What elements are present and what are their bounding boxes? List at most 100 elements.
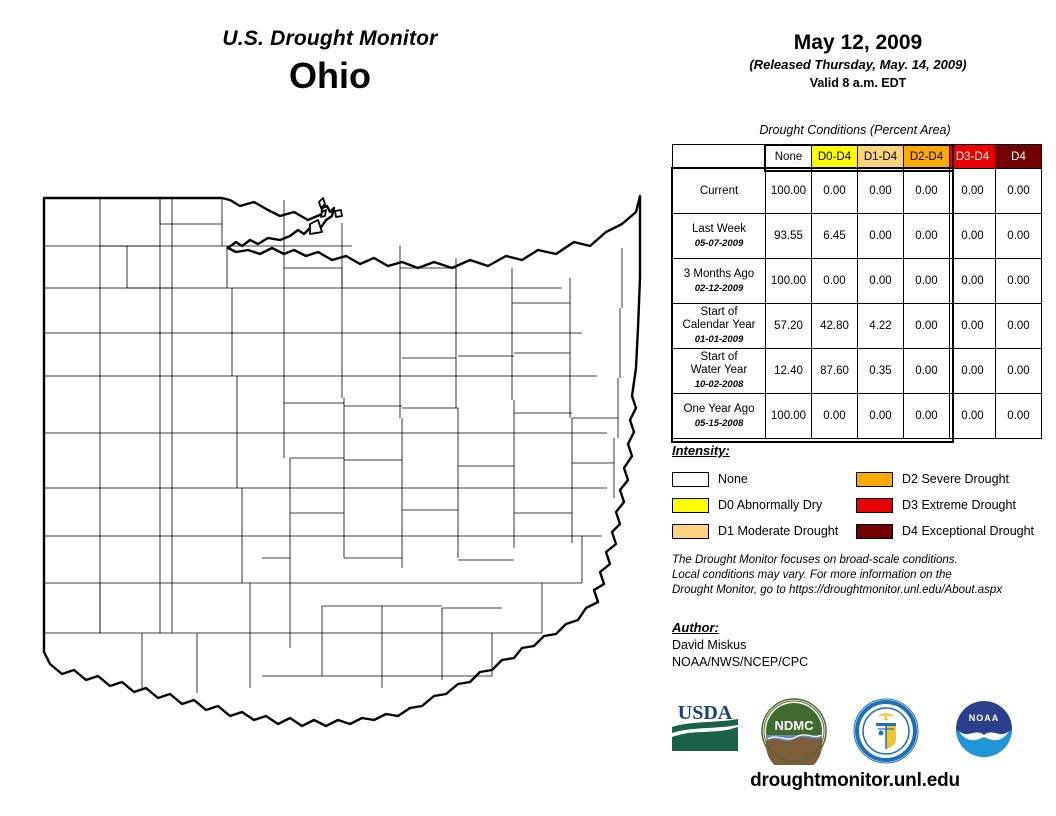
legend-item: D0 Abnormally Dry (672, 492, 838, 518)
legend-label: D1 Moderate Drought (718, 524, 839, 538)
table-row: Current 100.00 0.00 0.00 0.00 0.00 0.00 (672, 168, 1042, 214)
legend-column-left: None D0 Abnormally Dry D1 Moderate Drought (672, 466, 838, 544)
cell-d0-d4: 42.80 (811, 303, 858, 349)
ndmc-logo[interactable]: NDMC (760, 697, 828, 765)
legend-label: D3 Extreme Drought (902, 498, 1016, 512)
usda-logo[interactable]: USDA (668, 697, 742, 755)
state-title: Ohio (289, 55, 371, 96)
cell-d1-d4: 0.35 (857, 348, 904, 394)
table-caption: Drought Conditions (Percent Area) (759, 123, 951, 137)
cell-d2-d4: 0.00 (903, 393, 950, 439)
table-row: Last Week 05-07-2009 93.55 6.45 0.00 0.00 0.00… (672, 213, 1042, 259)
cell-d3-d4: 0.00 (949, 168, 996, 214)
column-header-none: None (765, 144, 812, 169)
cell-d4: 0.00 (995, 258, 1042, 304)
noaa-logo[interactable]: NOAA (950, 697, 1018, 765)
author-block: David Miskus NOAA/NWS/NCEP/CPC (672, 637, 808, 671)
legend-item: None (672, 466, 838, 492)
cell-d2-d4: 0.00 (903, 168, 950, 214)
svg-text:NDMC: NDMC (775, 718, 815, 733)
date-block: May 12, 2009 (Released Thursday, May. 14… (660, 30, 1056, 92)
cell-none: 100.00 (765, 168, 812, 214)
cell-d0-d4: 6.45 (811, 213, 858, 259)
drought-conditions-table: None D0-D4 D1-D4 D2-D4 D3-D4 D4 Current 1… (672, 144, 1042, 439)
legend-swatch (856, 523, 893, 539)
legend-swatch (672, 497, 709, 513)
ohio-county-map[interactable] (22, 128, 662, 728)
cell-d4: 0.00 (995, 303, 1042, 349)
cell-d4: 0.00 (995, 168, 1042, 214)
legend-swatch (856, 497, 893, 513)
cell-d3-d4: 0.00 (949, 348, 996, 394)
cell-none: 57.20 (765, 303, 812, 349)
column-header-d0-d4: D0-D4 (811, 144, 858, 169)
commerce-seal-logo[interactable] (852, 697, 920, 765)
legend-swatch (856, 471, 893, 487)
cell-d2-d4: 0.00 (903, 303, 950, 349)
row-label: 3 Months Ago 02-12-2009 (672, 258, 766, 304)
legend-label: None (718, 472, 748, 486)
intensity-legend-title: Intensity: (672, 443, 730, 458)
table-row: Start of Calendar Year 01-01-2009 57.20 42.8… (672, 303, 1042, 349)
row-date: 02-12-2009 (694, 282, 744, 294)
cell-none: 12.40 (765, 348, 812, 394)
cell-d3-d4: 0.00 (949, 303, 996, 349)
author-affiliation: NOAA/NWS/NCEP/CPC (672, 655, 809, 669)
table-row: 3 Months Ago 02-12-2009 100.00 0.00 0.00 0.00… (672, 258, 1042, 304)
ohio-state-outline (42, 194, 642, 728)
table-row: One Year Ago 05-15-2008 100.00 0.00 0.00 0.00… (672, 393, 1042, 439)
site-url[interactable]: droughtmonitor.unl.edu (750, 770, 960, 791)
row-date: 05-07-2009 (694, 237, 744, 249)
cell-d2-d4: 0.00 (903, 258, 950, 304)
header-corner-blank (672, 144, 766, 169)
cell-none: 100.00 (765, 393, 812, 439)
table-body: Current 100.00 0.00 0.00 0.00 0.00 0.00 Last We… (672, 168, 1042, 439)
author-name: David Miskus (672, 638, 747, 652)
cell-d2-d4: 0.00 (903, 348, 950, 394)
cell-d4: 0.00 (995, 213, 1042, 259)
column-header-d4: D4 (995, 144, 1042, 169)
lake-erie-islands (309, 197, 343, 235)
disclaimer-text: The Drought Monitor focuses on broad-sca… (672, 554, 1003, 596)
title-block: U.S. Drought Monitor Ohio (0, 26, 660, 98)
cell-d0-d4: 87.60 (811, 348, 858, 394)
column-header-d2-d4: D2-D4 (903, 144, 950, 169)
legend-label: D4 Exceptional Drought (902, 524, 1035, 538)
cell-d1-d4: 4.22 (857, 303, 904, 349)
release-date: (Released Thursday, May. 14, 2009) (749, 57, 967, 72)
logo-row: USDA NDMC (660, 697, 1056, 769)
cell-d3-d4: 0.00 (949, 393, 996, 439)
table-header-row: None D0-D4 D1-D4 D2-D4 D3-D4 D4 (672, 144, 1042, 169)
legend-item: D4 Exceptional Drought (856, 518, 1034, 544)
column-header-d3-d4: D3-D4 (949, 144, 996, 169)
author-label: Author: (672, 620, 719, 635)
cell-d1-d4: 0.00 (857, 168, 904, 214)
row-date: 10-02-2008 (694, 379, 744, 390)
row-label: Start of Water Year 10-02-2008 (672, 348, 766, 394)
row-label: Last Week 05-07-2009 (672, 213, 766, 259)
report-date: May 12, 2009 (793, 31, 923, 54)
row-label: One Year Ago 05-15-2008 (672, 393, 766, 439)
cell-d1-d4: 0.00 (857, 393, 904, 439)
legend-column-right: D2 Severe Drought D3 Extreme Drought D4 Ex… (856, 466, 1034, 544)
legend-item: D2 Severe Drought (856, 466, 1034, 492)
cell-d3-d4: 0.00 (949, 213, 996, 259)
cell-none: 100.00 (765, 258, 812, 304)
table-row: Start of Water Year 10-02-2008 12.40 87.60 0.… (672, 348, 1042, 394)
cell-d4: 0.00 (995, 393, 1042, 439)
legend-item: D1 Moderate Drought (672, 518, 838, 544)
cell-d0-d4: 0.00 (811, 258, 858, 304)
legend-label: D2 Severe Drought (902, 472, 1010, 486)
legend-item: D3 Extreme Drought (856, 492, 1034, 518)
svg-text:NOAA: NOAA (969, 713, 1000, 723)
row-label: Start of Calendar Year 01-01-2009 (672, 303, 766, 349)
row-date: 01-01-2009 (694, 334, 744, 345)
county-boundaries (44, 197, 623, 693)
page-title: U.S. Drought Monitor (222, 27, 438, 50)
cell-none: 93.55 (765, 213, 812, 259)
row-label: Current (672, 168, 766, 214)
legend-swatch (672, 523, 709, 539)
legend-swatch (672, 471, 709, 487)
cell-d1-d4: 0.00 (857, 213, 904, 259)
legend-label: D0 Abnormally Dry (718, 498, 823, 512)
